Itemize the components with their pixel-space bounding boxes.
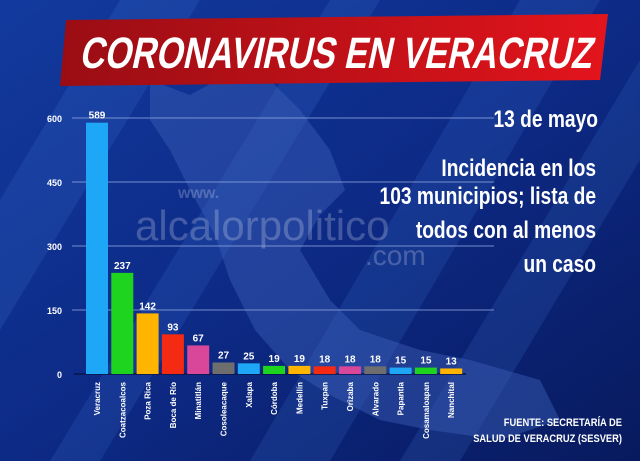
bar-value-label: 27	[218, 350, 230, 361]
bars: 589 Veracruz 237 Coatzacoalcos 142 Poza Rica 9…	[86, 111, 463, 439]
x-tick-label: Cosamaloapan	[422, 382, 431, 439]
x-tick-label: Minatitlán	[194, 382, 203, 419]
bar-value-label: 142	[139, 301, 156, 312]
bar-value-label: 15	[395, 356, 407, 367]
watermark-text: .com	[365, 240, 426, 271]
bar	[136, 313, 159, 374]
x-tick-label: Poza Rica	[144, 381, 153, 419]
y-axis: 0 150 300 450 600	[47, 114, 62, 380]
x-tick-label: Cosoleacaque	[220, 381, 229, 436]
bar-value-label: 18	[370, 354, 382, 365]
bar	[212, 362, 235, 374]
page-title: CORONAVIRUS EN VERACRUZ	[77, 30, 599, 78]
bar	[389, 367, 412, 374]
x-tick-label: Nanchital	[447, 382, 456, 418]
bar-value-label: 19	[269, 354, 281, 365]
bar	[111, 272, 134, 374]
y-tick-label: 600	[47, 114, 62, 124]
y-tick-label: 300	[47, 242, 62, 252]
x-tick-label: Tuxpan	[321, 382, 330, 410]
bar	[86, 122, 108, 375]
source-line: SALUD DE VERACRUZ (SESVER)	[473, 433, 622, 445]
title-banner	[60, 14, 608, 86]
bar	[263, 365, 286, 374]
bar-value-label: 13	[446, 356, 458, 367]
bar-value-label: 18	[319, 354, 331, 365]
date-label: 13 de mayo	[493, 105, 598, 133]
bar	[313, 366, 336, 374]
veracruz-map-silhouette	[150, 70, 560, 440]
bar	[288, 365, 311, 374]
x-tick-label: Coatzacoalcos	[118, 381, 127, 438]
x-tick-label: Papantla	[397, 381, 406, 415]
bar	[440, 368, 463, 374]
bar-value-label: 25	[243, 351, 255, 362]
subtitle-line: un caso	[523, 250, 596, 278]
bar	[364, 366, 387, 374]
watermark: www. alcalorpolitico .com	[135, 185, 426, 271]
y-tick-label: 150	[47, 306, 62, 316]
subtitle-line: todos con al menos	[416, 216, 596, 244]
bar-value-label: 67	[193, 333, 205, 344]
bar-value-label: 15	[420, 356, 432, 367]
subtitle-line: Incidencia en los	[441, 154, 596, 182]
bar	[237, 363, 260, 374]
bar	[339, 366, 361, 374]
x-tick-label: Xalapa	[245, 381, 254, 407]
x-tick-label: Córdoba	[270, 381, 279, 414]
bar-value-label: 237	[114, 261, 131, 272]
subtitle-line: 103 municipios; lista de	[380, 182, 596, 210]
x-tick-label: Boca de Río	[169, 382, 178, 428]
y-tick-label: 0	[57, 370, 62, 380]
bar	[414, 367, 437, 374]
x-tick-label: Veracruz	[93, 382, 102, 415]
bar-value-label: 19	[294, 354, 306, 365]
x-tick-label: Alvarado	[371, 382, 380, 416]
y-tick-label: 450	[47, 178, 62, 188]
bar	[161, 334, 184, 374]
x-tick-label: Orizaba	[346, 381, 355, 411]
bar-value-label: 93	[167, 322, 179, 333]
watermark-text: alcalorpolitico	[135, 202, 389, 249]
x-tick-label: Medellín	[295, 382, 304, 414]
bar	[187, 345, 210, 374]
watermark-text: www.	[177, 185, 219, 202]
bar-value-label: 589	[89, 111, 106, 122]
bar-value-label: 18	[344, 354, 356, 365]
source-line: FUENTE: SECRETARÍA DE	[504, 415, 622, 429]
